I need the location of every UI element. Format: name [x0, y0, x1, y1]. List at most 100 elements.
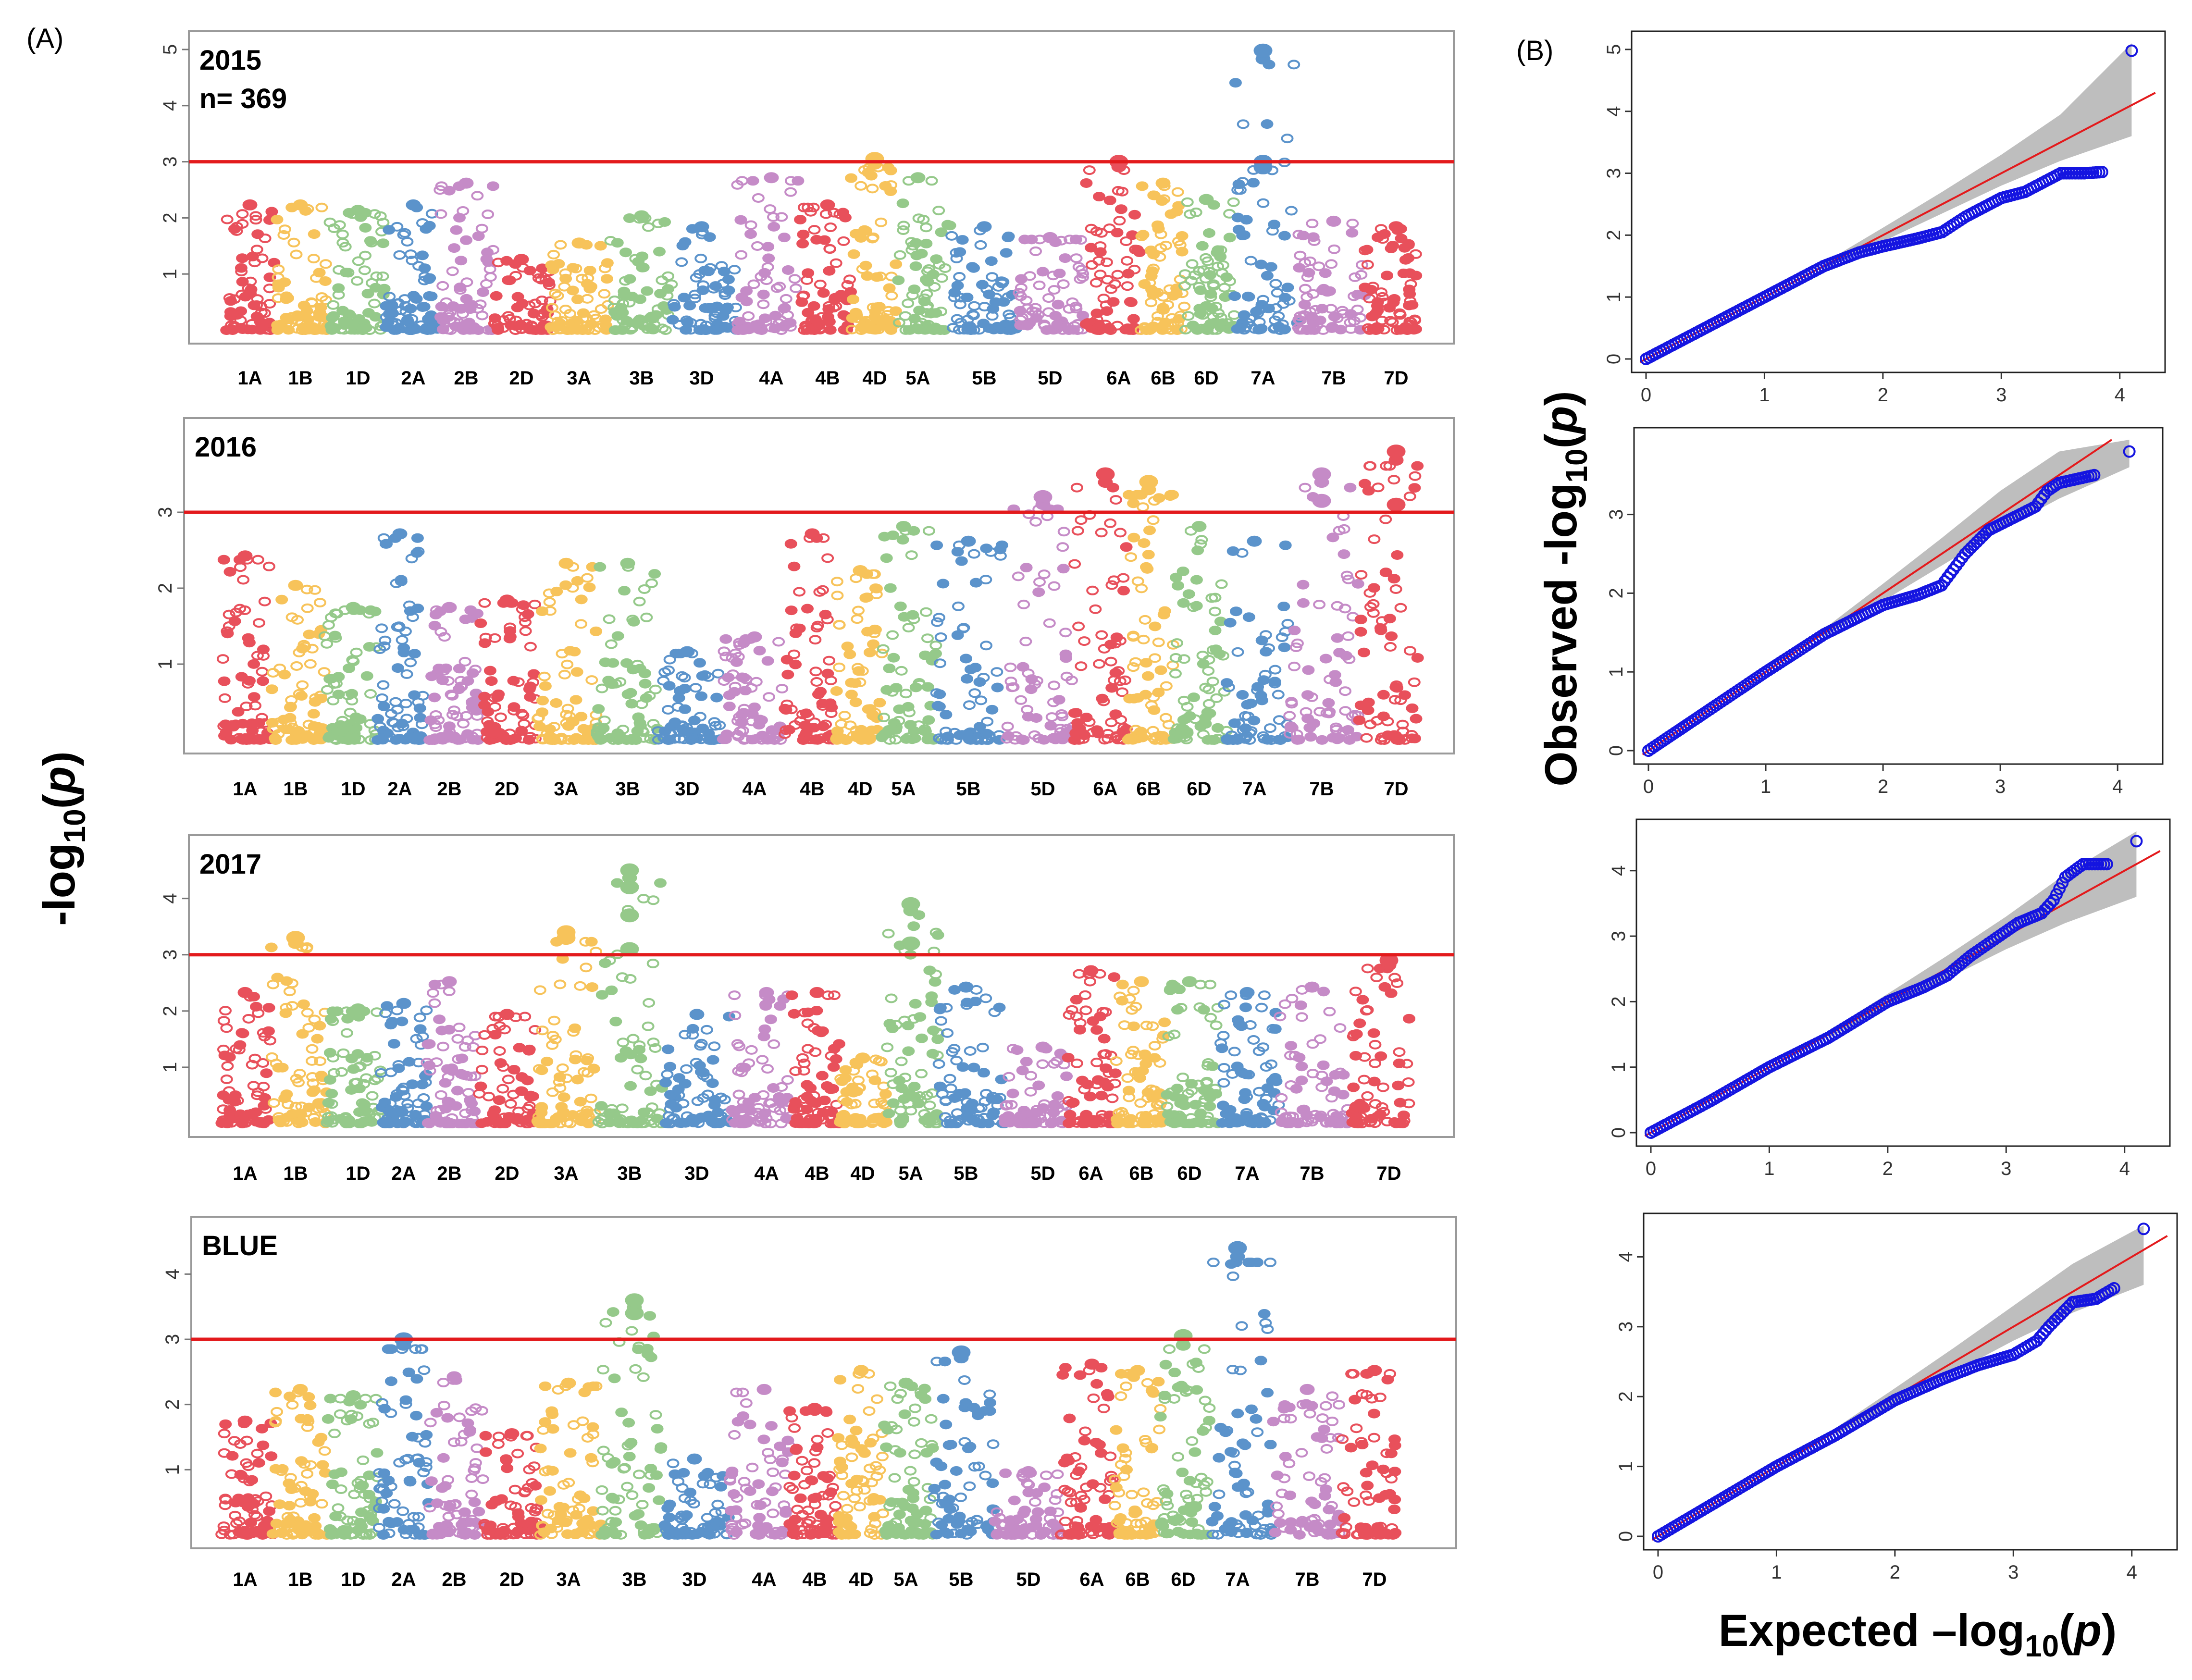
data-point [269, 735, 282, 745]
data-point [1157, 609, 1170, 619]
data-point [1224, 618, 1237, 628]
data-point [817, 288, 830, 298]
data-point [533, 985, 546, 995]
data-point [1020, 1057, 1033, 1067]
data-point [581, 279, 594, 289]
data-point [1171, 187, 1184, 197]
data-point [681, 317, 694, 327]
data-point [554, 324, 567, 334]
data-point [1032, 587, 1045, 597]
data-point [1247, 178, 1260, 188]
chromosome-6A-points [1079, 161, 1146, 335]
data-point [335, 1467, 347, 1477]
data-point [801, 1018, 814, 1028]
chromosome-6A-points [1068, 477, 1133, 745]
data-point [375, 623, 388, 633]
data-point [557, 1092, 570, 1102]
data-point [447, 705, 460, 716]
data-point [423, 273, 436, 283]
data-point [976, 1042, 989, 1052]
data-point [1052, 299, 1065, 309]
data-point [986, 272, 999, 282]
chromosome-label-1A: 1A [233, 1163, 257, 1184]
data-point [1372, 482, 1385, 493]
data-point [1048, 581, 1061, 591]
data-point [1223, 233, 1236, 243]
data-point [381, 1001, 394, 1011]
data-point [585, 937, 598, 947]
data-point [649, 684, 662, 694]
chromosome-label-6D: 6D [1187, 778, 1211, 800]
data-point [1043, 618, 1056, 628]
data-point [284, 1519, 297, 1529]
data-point [1297, 598, 1310, 608]
data-point [1079, 990, 1091, 1000]
data-point [569, 1054, 582, 1064]
data-point [748, 702, 761, 712]
data-point [884, 165, 897, 175]
data-point [319, 276, 332, 286]
data-point [717, 279, 730, 289]
data-point [919, 650, 931, 660]
data-point [474, 1081, 487, 1091]
chromosome-4B-points [779, 528, 842, 745]
data-point [286, 1109, 299, 1119]
data-point [845, 678, 858, 688]
significant-point [1312, 467, 1331, 482]
data-point [868, 312, 881, 322]
data-point [851, 1117, 864, 1127]
data-point [477, 287, 489, 297]
data-point [218, 693, 231, 703]
data-point [955, 556, 968, 566]
data-point [893, 250, 906, 260]
data-point [823, 655, 836, 666]
y-tick-label: 1 [155, 659, 176, 669]
data-point [347, 730, 360, 740]
data-point [265, 942, 278, 952]
data-point [896, 535, 909, 545]
peak-point [1247, 535, 1262, 547]
data-point [1154, 243, 1167, 253]
data-point [1020, 1118, 1033, 1128]
data-point [366, 1091, 379, 1101]
data-point [796, 709, 809, 719]
peak-point [1182, 976, 1197, 988]
data-point [695, 691, 708, 701]
data-point [847, 249, 860, 259]
data-point [1411, 461, 1424, 471]
data-point [1402, 253, 1415, 263]
data-point [308, 229, 321, 239]
data-point [982, 1118, 995, 1128]
data-point [1048, 285, 1061, 295]
data-point [905, 734, 918, 744]
chromosome-7A-points [1228, 53, 1304, 335]
data-point [387, 1039, 400, 1049]
data-point [580, 313, 593, 323]
data-point [515, 1072, 528, 1082]
data-point [659, 1077, 672, 1087]
data-point [570, 667, 583, 677]
data-point [290, 661, 303, 671]
data-point [392, 1063, 405, 1073]
data-point [548, 1015, 561, 1025]
data-point [889, 735, 902, 745]
data-point [356, 324, 369, 334]
data-point [1370, 973, 1383, 982]
data-point [1206, 677, 1219, 687]
data-point [974, 240, 987, 250]
data-point [336, 229, 349, 239]
data-point [1078, 1113, 1091, 1124]
data-point [250, 311, 263, 321]
data-point [594, 562, 607, 572]
data-point [1079, 1005, 1092, 1015]
data-point [472, 1507, 485, 1517]
data-point [1378, 982, 1391, 992]
data-point [852, 605, 865, 616]
data-point [336, 734, 349, 744]
data-point [1060, 1071, 1073, 1081]
data-point [257, 1082, 270, 1092]
data-point [798, 325, 811, 335]
data-point [364, 689, 377, 699]
data-point [428, 998, 441, 1008]
y-tick-label: 2 [155, 583, 176, 593]
